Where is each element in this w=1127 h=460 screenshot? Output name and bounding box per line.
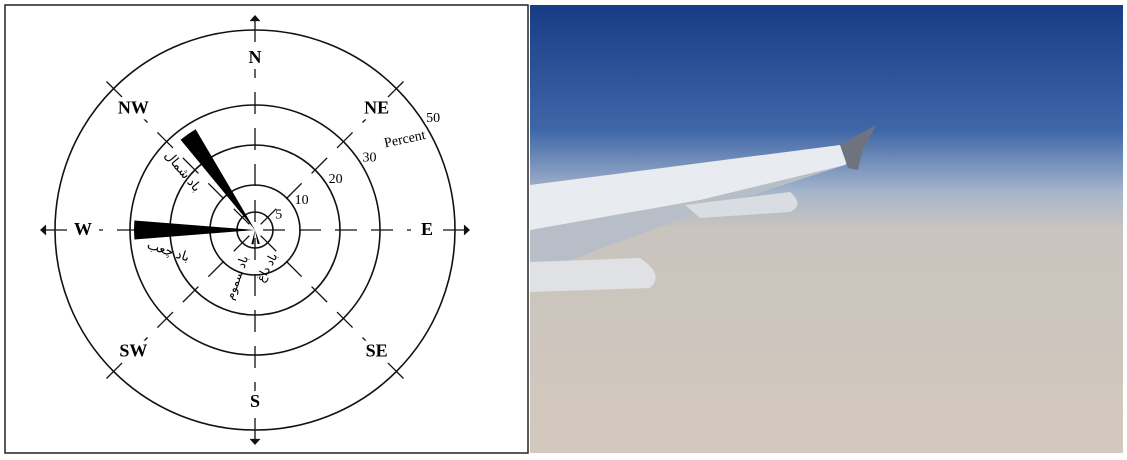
- direction-label: W: [74, 219, 92, 239]
- ring-label: 20: [329, 172, 343, 187]
- label-bg: [67, 219, 99, 241]
- ring: [129, 104, 381, 356]
- wedge: [255, 230, 260, 245]
- wing-edge: [530, 165, 845, 275]
- wedge: [180, 129, 255, 230]
- ring-label: 10: [295, 193, 309, 208]
- ring-label: 50: [426, 111, 440, 126]
- wedge: [251, 230, 255, 245]
- label-bg: [360, 97, 393, 120]
- direction-label: E: [421, 219, 433, 239]
- ring: [54, 29, 456, 431]
- engine-fairing: [530, 258, 656, 292]
- arrow-head: [40, 224, 47, 236]
- direction-label: N: [249, 47, 262, 67]
- flap-fairing: [685, 192, 798, 218]
- label-bg: [360, 340, 393, 363]
- label-bg: [117, 340, 150, 363]
- label-bg: [239, 391, 271, 413]
- arrow-head: [249, 438, 261, 445]
- ring-label: 5: [275, 207, 282, 222]
- direction-label: S: [250, 391, 260, 411]
- direction-label: SE: [366, 341, 388, 361]
- label-bg: [239, 47, 271, 69]
- ring-label: 30: [362, 151, 376, 166]
- winglet: [840, 125, 876, 170]
- direction-label: NW: [118, 98, 149, 118]
- direction-label: NE: [364, 98, 389, 118]
- label-bg: [117, 97, 150, 120]
- direction-label: SW: [119, 341, 147, 361]
- arrow-head: [463, 224, 470, 236]
- arrow-head: [249, 15, 261, 22]
- wedge: [134, 220, 255, 240]
- wind-rose: N NE E SE S SW W NW 5 10 20 30 50: [40, 15, 470, 445]
- photo: [530, 5, 1123, 453]
- label-bg: [411, 219, 443, 241]
